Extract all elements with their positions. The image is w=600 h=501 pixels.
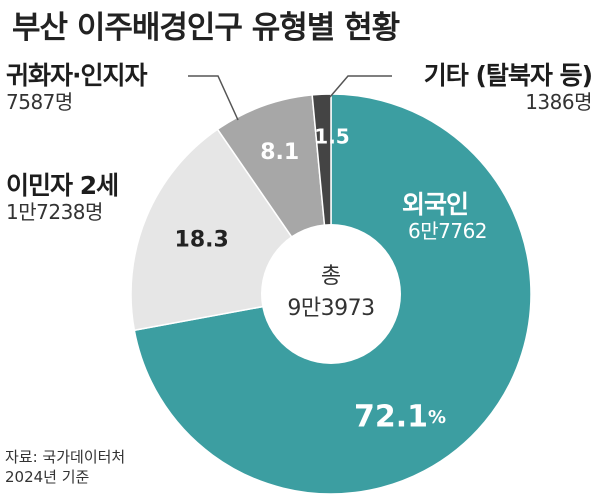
legend-other: 기타 (탈북자 등) 1386명	[423, 61, 593, 114]
total-label: 총 9만3973	[271, 258, 391, 322]
percent-sign: %	[428, 407, 446, 428]
legend-naturalized: 귀화자·인지자 7587명	[6, 61, 147, 114]
total-value: 9만3973	[287, 296, 375, 321]
slice-label-naturalized: 8.1	[260, 140, 299, 165]
leader-naturalized	[188, 75, 239, 121]
legend-other-name: 기타 (탈북자 등)	[423, 61, 593, 90]
legend-naturalized-count: 7587명	[6, 89, 73, 114]
legend-second-gen-count: 1만7238명	[6, 199, 103, 224]
slice-label-second-gen: 18.3	[175, 227, 229, 252]
legend-foreigner-name: 외국인	[402, 190, 469, 219]
chart-title: 부산 이주배경인구 유형별 현황	[12, 10, 400, 46]
legend-foreigner-count: 6만7762	[408, 218, 488, 243]
source-line: 자료: 국가데이터처	[5, 448, 126, 466]
legend-second-gen-name: 이민자 2세	[6, 171, 119, 200]
source-note: 자료: 국가데이터처 2024년 기준	[5, 448, 125, 487]
base-year-line: 2024년 기준	[5, 467, 90, 486]
legend-foreigner: 외국인 6만7762	[402, 190, 488, 243]
slice-label-other: 1.5	[314, 125, 349, 149]
donut-hole	[261, 224, 401, 364]
legend-other-count: 1386명	[525, 89, 592, 114]
total-caption: 총	[320, 264, 342, 289]
legend-second-gen: 이민자 2세 1만7238명	[6, 171, 119, 224]
leader-other	[329, 75, 392, 98]
legend-naturalized-name: 귀화자·인지자	[6, 61, 147, 90]
